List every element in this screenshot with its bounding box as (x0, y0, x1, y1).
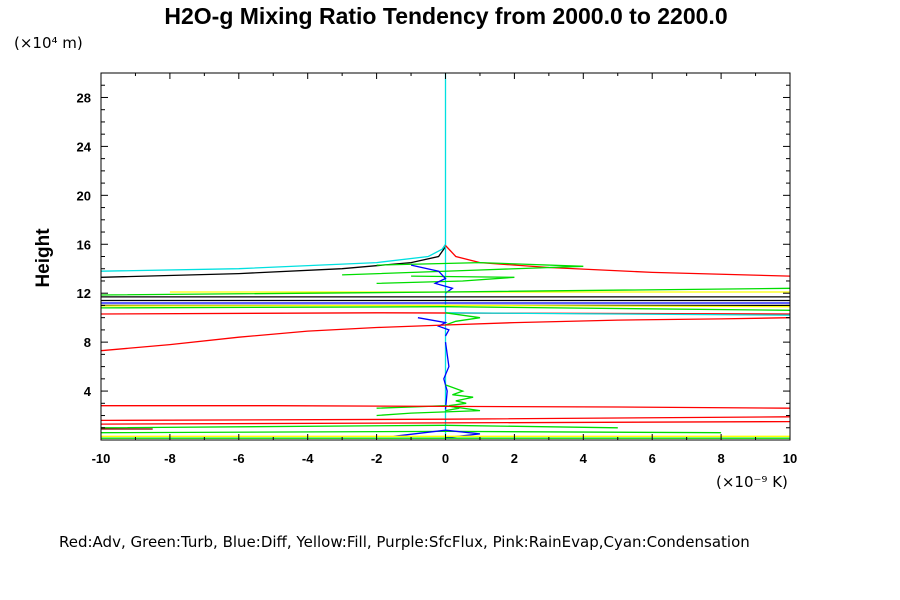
x-tick-labels: -10 -8 -6 -4 -2 0 2 4 6 8 10 (92, 451, 798, 466)
y-tick-label: 12 (77, 286, 91, 301)
series-line-1 (100, 246, 447, 278)
series-line-25 (100, 420, 791, 425)
series-line-6 (410, 264, 454, 294)
axes-layer (100, 72, 791, 441)
series-line-14 (100, 304, 791, 308)
x-tick-label: 8 (717, 451, 724, 466)
series-line-23 (101, 405, 791, 409)
y-tick-label: 8 (84, 335, 91, 350)
y-axis-label: Height (33, 228, 54, 288)
x-tick-label: -8 (164, 451, 176, 466)
x-tick-label: -10 (92, 451, 111, 466)
x-tick-label: -2 (371, 451, 383, 466)
series-line-4 (342, 261, 584, 276)
series-line-28 (100, 430, 722, 434)
series-line-5 (376, 275, 515, 285)
x-tick-label: 4 (580, 451, 588, 466)
y-unit-label: (×10⁴ m) (14, 34, 83, 52)
chart-title: H2O-g Mixing Ratio Tendency from 2000.0 … (164, 3, 727, 29)
x-tick-label: 0 (442, 451, 449, 466)
series-line-19 (100, 317, 791, 352)
series-line-0 (100, 243, 447, 272)
series-line-20 (443, 342, 450, 410)
x-tick-label: 2 (511, 451, 518, 466)
x-tick-label: -6 (233, 451, 245, 466)
y-tick-label: 28 (77, 90, 91, 105)
series-line-3 (445, 245, 791, 277)
legend-text: Red:Adv, Green:Turb, Blue:Diff, Yellow:F… (59, 533, 750, 551)
y-tick-labels: 4 8 12 16 20 24 28 (77, 90, 92, 399)
y-tick-label: 20 (77, 188, 91, 203)
series-line-8 (100, 287, 791, 296)
series-line-24 (100, 416, 791, 422)
series-line-16 (445, 312, 791, 316)
y-tick-label: 4 (84, 384, 92, 399)
x-unit-label: (×10⁻⁹ K) (716, 473, 788, 491)
series-layer (100, 73, 791, 440)
series-line-18 (445, 312, 481, 326)
series-line-17 (417, 317, 450, 337)
y-tick-label: 24 (77, 139, 92, 154)
series-line-26 (100, 424, 618, 429)
x-tick-label: 6 (649, 451, 656, 466)
series-line-13 (100, 306, 791, 311)
series-line-22 (376, 405, 481, 417)
x-tick-label: -4 (302, 451, 314, 466)
x-tick-label: 10 (783, 451, 797, 466)
y-tick-label: 16 (77, 237, 91, 252)
